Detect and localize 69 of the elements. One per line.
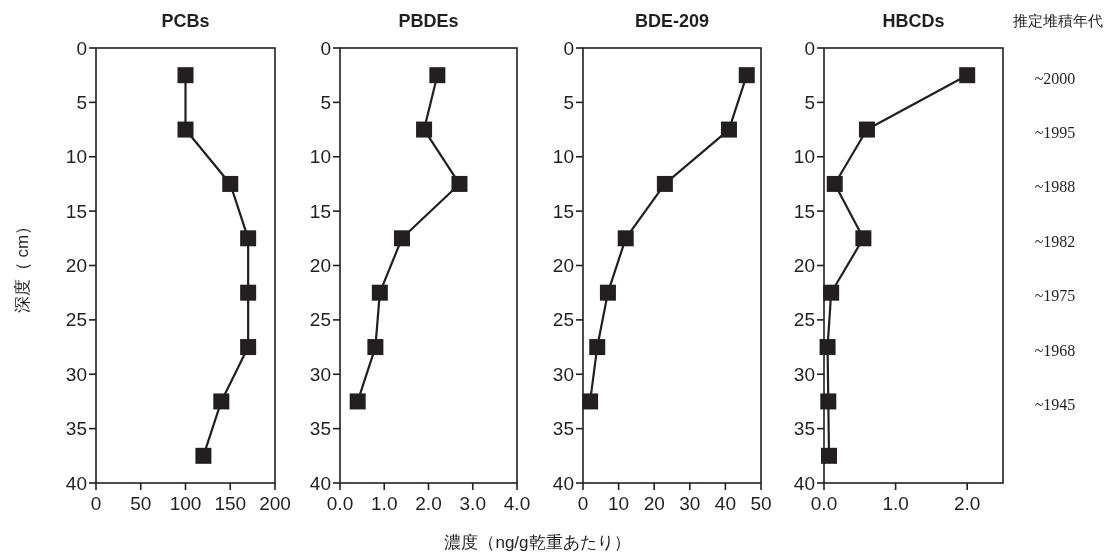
- text: ~1975: [1034, 287, 1076, 305]
- text: ~1968: [1034, 341, 1076, 359]
- y-tick-label: 15: [65, 200, 87, 222]
- y-tick-label: 0: [804, 37, 815, 59]
- y-tick-label: 25: [309, 309, 331, 331]
- chart-title: PCBs: [161, 11, 210, 31]
- x-tick-label: 0.0: [326, 493, 354, 514]
- y-tick-label: 15: [552, 200, 574, 222]
- y-tick-label: 30: [65, 363, 87, 385]
- x-tick-label: 3.0: [459, 493, 486, 514]
- x-tick-label: 2.0: [953, 493, 981, 514]
- x-tick-label: 20: [643, 493, 665, 514]
- y-tick-label: 35: [65, 418, 87, 440]
- x-tick-label: 150: [214, 493, 247, 514]
- x-tick-label: 40: [714, 493, 736, 514]
- y-tick-label: 40: [309, 472, 331, 494]
- y-tick-label: 5: [804, 91, 815, 113]
- y-tick-label: 40: [552, 472, 574, 494]
- y-tick-label: 40: [793, 472, 815, 494]
- y-tick-label: 0: [76, 37, 87, 59]
- x-tick-label: 200: [259, 493, 291, 514]
- y-tick-label: 5: [563, 91, 574, 113]
- y-tick-label: 0: [320, 37, 331, 59]
- x-tick-label: 0.0: [810, 493, 838, 514]
- text: ~2000: [1034, 69, 1076, 87]
- x-tick-label: 2.0: [415, 493, 442, 514]
- x-tick-label: 50: [130, 493, 152, 514]
- x-tick-label: 1.0: [371, 493, 398, 514]
- y-tick-label: 40: [65, 472, 87, 494]
- y-tick-label: 5: [320, 91, 331, 113]
- text: ~1982: [1034, 232, 1076, 250]
- y-tick-label: 10: [65, 146, 87, 168]
- chart-title: PBDEs: [398, 11, 459, 31]
- text: ~1988: [1034, 178, 1076, 196]
- y-tick-label: 10: [309, 146, 331, 168]
- x-axis-title: 濃度（ng/g乾重あたり）: [444, 533, 631, 552]
- y-tick-label: 25: [793, 309, 815, 331]
- y-tick-label: 25: [552, 309, 574, 331]
- x-tick-label: 30: [679, 493, 701, 514]
- y-tick-label: 35: [552, 418, 574, 440]
- y-tick-label: 20: [552, 255, 574, 276]
- y-tick-label: 35: [309, 418, 331, 440]
- y-tick-label: 35: [793, 418, 815, 440]
- y-tick-label: 20: [65, 255, 87, 276]
- y-tick-label: 15: [793, 200, 815, 222]
- text: 推定堆積年代: [1013, 12, 1103, 29]
- y-tick-label: 30: [793, 363, 815, 385]
- chart-title: HBCDs: [882, 11, 945, 31]
- y-tick-label: 30: [552, 363, 574, 385]
- x-tick-label: 0: [90, 493, 102, 514]
- x-tick-label: 1.0: [882, 493, 909, 514]
- text: ~1945: [1034, 395, 1076, 413]
- x-tick-label: 0: [577, 493, 589, 514]
- x-tick-label: 10: [608, 493, 630, 514]
- y-axis-title: 深度（ cm）: [12, 217, 32, 314]
- y-tick-label: 25: [65, 309, 87, 331]
- y-tick-label: 15: [309, 200, 331, 222]
- x-tick-label: 50: [750, 493, 772, 514]
- chart-title: BDE-209: [634, 11, 710, 31]
- x-tick-label: 4.0: [503, 493, 531, 514]
- x-tick-label: 100: [169, 493, 202, 514]
- y-tick-label: 0: [563, 37, 574, 59]
- y-tick-label: 10: [793, 146, 815, 168]
- y-tick-label: 5: [76, 91, 87, 113]
- y-tick-label: 20: [309, 255, 331, 276]
- y-tick-label: 30: [309, 363, 331, 385]
- text: ~1995: [1034, 124, 1076, 142]
- y-tick-label: 10: [552, 146, 574, 168]
- y-tick-label: 20: [793, 255, 815, 276]
